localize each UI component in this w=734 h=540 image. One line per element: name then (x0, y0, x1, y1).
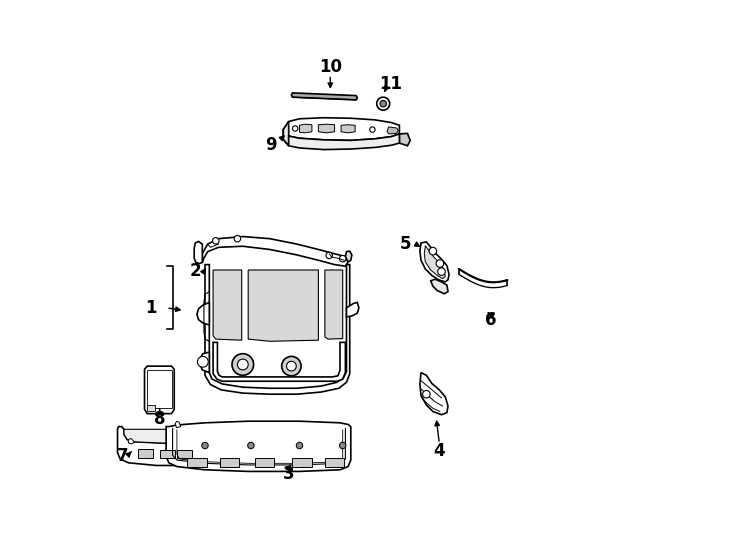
Text: 1: 1 (145, 299, 157, 317)
Polygon shape (283, 122, 288, 146)
Circle shape (370, 127, 375, 132)
Bar (325, 458, 344, 467)
Bar (219, 458, 239, 467)
Text: 9: 9 (265, 136, 277, 154)
Text: 3: 3 (283, 465, 294, 483)
Circle shape (197, 356, 208, 367)
Circle shape (423, 390, 430, 398)
Polygon shape (124, 429, 197, 444)
Circle shape (202, 442, 208, 449)
Polygon shape (299, 124, 312, 133)
Polygon shape (283, 118, 399, 140)
Circle shape (297, 442, 302, 449)
Polygon shape (213, 342, 346, 381)
Text: 7: 7 (117, 447, 128, 465)
Polygon shape (341, 125, 355, 133)
Polygon shape (387, 127, 399, 134)
Text: 6: 6 (485, 310, 497, 329)
Polygon shape (291, 93, 357, 100)
Circle shape (237, 359, 248, 370)
Circle shape (380, 100, 386, 107)
Polygon shape (145, 366, 174, 414)
Polygon shape (283, 130, 288, 146)
Bar (292, 458, 312, 467)
Polygon shape (431, 279, 448, 294)
Circle shape (213, 238, 219, 244)
Bar (159, 450, 175, 458)
Circle shape (339, 255, 346, 262)
Polygon shape (148, 405, 156, 411)
Circle shape (292, 126, 298, 131)
Bar (255, 458, 274, 467)
Text: 4: 4 (434, 442, 446, 460)
Polygon shape (175, 421, 181, 428)
Polygon shape (195, 241, 203, 264)
Circle shape (436, 260, 443, 267)
Polygon shape (117, 427, 198, 465)
Circle shape (247, 442, 254, 449)
Bar (138, 449, 153, 458)
Polygon shape (424, 246, 446, 279)
Polygon shape (346, 302, 359, 317)
Bar (177, 450, 192, 458)
Text: 11: 11 (379, 75, 402, 93)
Polygon shape (420, 242, 449, 282)
Polygon shape (205, 265, 349, 394)
Polygon shape (248, 270, 319, 341)
Polygon shape (319, 124, 335, 133)
Polygon shape (420, 373, 448, 415)
Circle shape (286, 361, 297, 371)
Circle shape (339, 442, 346, 449)
Polygon shape (166, 421, 351, 471)
Text: 10: 10 (319, 58, 342, 76)
Polygon shape (213, 270, 241, 340)
Polygon shape (148, 370, 172, 408)
Polygon shape (325, 270, 343, 339)
Polygon shape (200, 352, 209, 373)
Circle shape (234, 235, 241, 242)
Polygon shape (203, 237, 348, 266)
Polygon shape (197, 302, 209, 325)
Circle shape (429, 247, 437, 255)
Text: 2: 2 (190, 262, 202, 280)
Bar (187, 458, 206, 467)
Polygon shape (346, 251, 352, 262)
Polygon shape (399, 133, 410, 146)
Circle shape (232, 354, 254, 375)
Polygon shape (128, 438, 134, 444)
Text: 5: 5 (400, 235, 412, 253)
Circle shape (282, 356, 301, 376)
Text: 8: 8 (154, 409, 165, 428)
Circle shape (377, 97, 390, 110)
Circle shape (326, 252, 333, 259)
Polygon shape (288, 134, 399, 150)
Circle shape (437, 268, 446, 275)
